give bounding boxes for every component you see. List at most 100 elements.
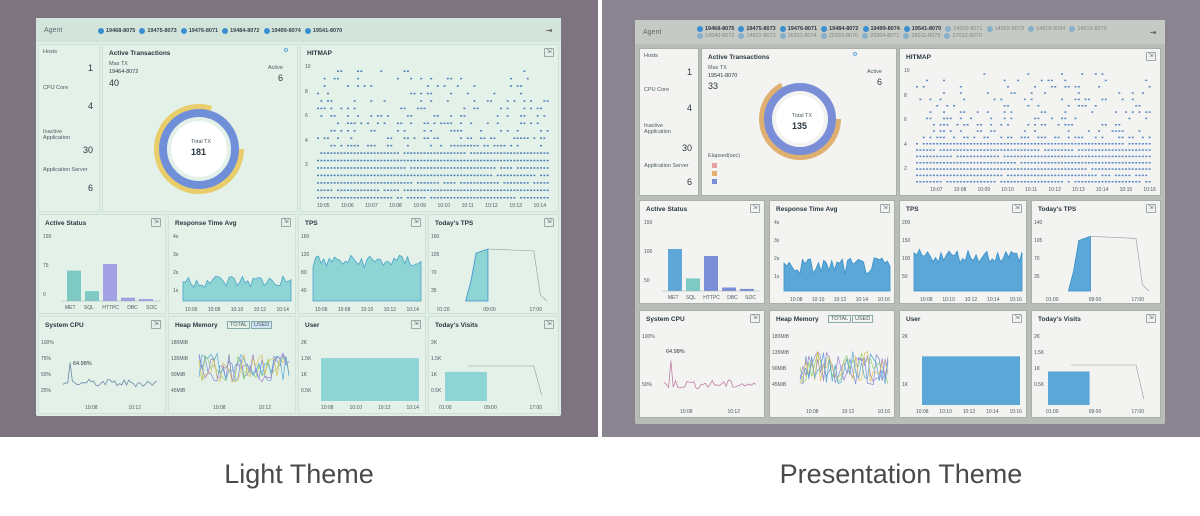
pin-icon[interactable]: ⇥ [1149,27,1157,37]
heap-total-button[interactable]: TOTAL [828,315,852,323]
hitmap-cell [1000,174,1003,177]
y-tick-label: 70 [1034,256,1040,262]
agent-checkbox[interactable]: 14822-8071 [738,33,776,39]
hitmap-cell [976,162,979,164]
hitmap-cell [540,152,543,154]
agent-checkbox[interactable]: 19476-8071 [180,27,218,34]
agent-checkbox[interactable]: 19468-8075 [98,27,135,34]
hitmap-cell [956,168,959,170]
hitmap-cell [486,197,489,199]
gear-icon[interactable]: ⚙ [852,52,858,58]
hitmap-cell [370,189,373,192]
expand-icon[interactable]: ⇲ [1146,52,1156,61]
hitmap-cell [333,197,336,199]
hitmap-cell [966,136,969,139]
expand-icon[interactable]: ⇲ [544,218,554,227]
expand-icon[interactable]: ⇲ [544,320,554,329]
expand-icon[interactable]: ⇲ [1146,314,1156,323]
hitmap-cell [363,182,366,184]
agent-checkbox[interactable]: 19541-8070 [304,27,342,34]
hitmap-cell [473,182,476,184]
agent-checkbox[interactable]: 19499-8074 [263,27,301,34]
agent-checkbox[interactable]: 14540-8072 [697,33,734,39]
agent-checkbox[interactable]: 14502-8073 [986,26,1024,32]
expand-icon[interactable]: ⇲ [1012,204,1022,213]
expand-icon[interactable]: ⇲ [880,204,890,213]
agent-checkbox[interactable]: 19468-8075 [697,26,734,32]
agent-checkbox[interactable]: 14500-8071 [945,26,983,32]
x-tick-label: 10:14 [1095,187,1109,193]
hitmap-cell [446,174,449,177]
check-icon [98,27,104,34]
heap-total-button[interactable]: TOTAL [227,321,251,329]
hitmap-cell [1094,168,1097,170]
agent-checkbox[interactable]: 14818-8094 [1028,26,1065,32]
gear-icon[interactable]: ⚙ [283,48,289,54]
hitmap-cell [406,182,409,184]
expand-icon[interactable]: ⇲ [281,218,291,227]
hitmap-cell [433,197,436,199]
hitmap-cell [1148,86,1151,88]
today-visits-panel: Today's Visits ⇲ 01:00 09:00 17:00 2K 1.5K 1… [428,316,559,414]
hitmap-cell [929,143,932,145]
hitmap-cell [376,182,379,184]
pin-icon[interactable]: ⇥ [545,25,553,35]
hitmap-cell [1067,124,1070,126]
hitmap-cell [1060,98,1063,101]
agent-checkbox[interactable]: 26911-8074 [779,33,817,39]
agent-checkbox[interactable]: 27012-8070 [944,33,982,39]
expand-icon[interactable]: ⇲ [750,314,760,323]
heap-used-button[interactable]: USED [251,321,273,329]
hitmap-cell [317,92,319,95]
expand-icon[interactable]: ⇲ [1146,204,1156,213]
agent-checkbox[interactable]: 19499-8074 [862,26,900,32]
hitmap-cell [416,152,419,154]
hitmap-cell [1071,124,1074,126]
expand-icon[interactable]: ⇲ [411,320,421,329]
hitmap-cell [926,149,929,151]
hitmap-cell [1141,136,1144,139]
hitmap-cell [536,197,539,199]
system-cpu-title: System CPU [646,316,685,323]
hosts-value: 1 [87,63,93,73]
hitmap-cell [403,167,406,169]
hitmap-cell [1007,105,1010,107]
hitmap-cell [942,143,945,145]
hitmap-cell [446,182,449,184]
agent-checkbox[interactable]: 28911-8079 [903,33,940,39]
agent-checkbox[interactable]: 19475-8073 [139,27,177,34]
expand-icon[interactable]: ⇲ [544,48,554,57]
hitmap-cell [326,92,329,95]
agent-checkbox[interactable]: 19475-8073 [738,26,776,32]
expand-icon[interactable]: ⇲ [411,218,421,227]
agent-checkbox[interactable]: 19541-8070 [903,26,941,32]
y-tick-label: 100% [642,334,655,340]
expand-icon[interactable]: ⇲ [151,218,161,227]
hitmap-cell [317,167,319,169]
agent-checkbox[interactable]: 14519-8070 [1069,26,1107,32]
y-tick-label: 75 [43,263,49,269]
expand-icon[interactable]: ⇲ [151,320,161,329]
hitmap-cell [1000,181,1003,183]
hitmap-cell [1081,162,1084,164]
agent-checkbox[interactable]: 19484-8072 [222,27,260,34]
hitmap-cell [1064,79,1067,82]
agent-checkbox[interactable]: 19484-8072 [821,26,859,32]
hitmap-cell [1081,149,1084,151]
hitmap-cell [533,182,536,184]
inactive-value: 30 [681,143,692,153]
hitmap-cell [330,152,333,154]
heap-used-button[interactable]: USED [852,315,874,323]
hitmap-cell [323,197,326,199]
hitmap-cell [530,107,533,110]
agent-checkbox[interactable]: 26933-8070 [820,33,858,39]
hitmap-cell [406,70,409,72]
expand-icon[interactable]: ⇲ [750,204,760,213]
hitmap-cell [376,167,379,169]
expand-icon[interactable]: ⇲ [1012,314,1022,323]
agent-checkbox[interactable]: 19476-8071 [779,26,817,32]
hitmap-cell [949,168,952,170]
hitmap-cell [453,182,456,184]
response-time-chart [182,275,292,302]
agent-checkbox[interactable]: 29364-8071 [862,33,899,39]
